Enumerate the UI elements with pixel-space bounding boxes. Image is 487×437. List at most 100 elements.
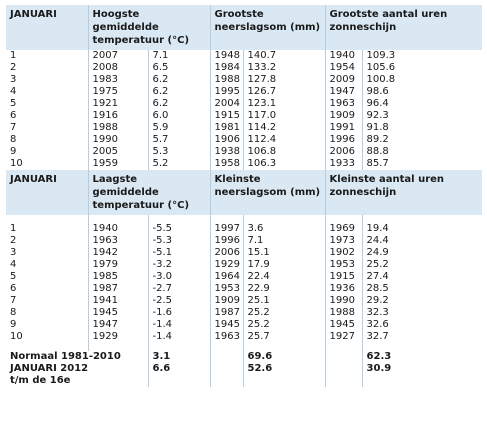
sunshine-year-cell: 2006 [325,146,363,158]
spacer-cell [6,215,89,223]
sunshine-year-cell: 1963 [325,98,363,110]
table-row: 10 1929 -1.4 1963 25.7 1927 32.7 [6,331,482,343]
precipitation-value-cell: 17.9 [243,259,326,271]
sunshine-value-cell: 91.8 [366,122,389,133]
precipitation-value-cell: 25.2 [243,319,326,331]
table-row: 10 1959 5.2 1958 106.3 1933 85.7 [6,158,482,170]
sunshine-value-cell: 89.2 [366,134,389,145]
rank-cell: 5 [6,271,89,283]
temperature-year-cell: 1945 [88,307,149,319]
sunshine-year-cell: 1954 [325,62,363,74]
table-row: 4 1975 6.2 1995 126.7 1947 98.6 [6,86,482,98]
sunshine-year-cell: 1945 [325,319,363,331]
precipitation-year-cell: 2004 [210,98,244,110]
table-row: 5 1921 6.2 2004 123.1 1963 96.4 [6,98,482,110]
precipitation-year-cell: 1963 [210,331,244,343]
precipitation-year-cell: 1997 [210,223,244,235]
sunshine-value-cell: 85.7 [366,158,389,169]
temperature-value-cell: -5.1 [148,247,211,259]
table-row: 6 1916 6.0 1915 117.0 1909 92.3 [6,110,482,122]
sunshine-year-cell: 1953 [325,259,363,271]
precipitation-year-cell: 1909 [210,295,244,307]
sunshine-value-cell: 32.6 [366,319,389,330]
top-header-sunshine: Grootste aantal uren zonneschijn [325,5,483,50]
spacer-cell [88,215,149,223]
precipitation-year-cell: 1915 [210,110,244,122]
sunshine-value-cell: 100.8 [366,74,396,85]
temperature-value-cell: -3.0 [148,271,211,283]
spacer-cell [148,343,211,351]
table-row: 7 1941 -2.5 1909 25.1 1990 29.2 [6,295,482,307]
top-header-row: JANUARI Hoogste gemiddelde temperatuur (… [6,5,483,50]
sunshine-year-cell: 1969 [325,223,363,235]
precipitation-value-cell: 25.7 [243,331,326,343]
normal-label: Normaal 1981-2010 [6,351,149,363]
bottom-header-temperature: Laagste gemiddelde temperatuur (°C) [88,170,211,215]
spacer-row [6,215,482,223]
sunshine-value-cell: 28.5 [366,283,389,294]
january-2012-period-label: t/m de 16e [6,375,149,387]
spacer-cell [243,215,326,223]
spacer-cell [210,215,244,223]
precipitation-value-cell: 123.1 [243,98,326,110]
spacer-cell [148,215,211,223]
spacer-cell [88,343,149,351]
rank-cell: 1 [6,223,89,235]
sunshine-value-cell: 109.3 [366,50,396,61]
temperature-year-cell: 1947 [88,319,149,331]
precipitation-year-cell: 1996 [210,235,244,247]
sunshine-year-cell: 1940 [325,50,363,62]
sunshine-year-cell: 1990 [325,295,363,307]
table-row: 7 1988 5.9 1981 114.2 1991 91.8 [6,122,482,134]
sunshine-year-cell: 1936 [325,283,363,295]
spacer-row [6,343,482,351]
sunshine-value-cell: 24.4 [366,235,389,246]
temperature-year-cell: 1983 [88,74,149,86]
rank-cell: 10 [6,158,89,170]
temperature-year-cell: 1988 [88,122,149,134]
precipitation-year-cell: 1987 [210,307,244,319]
precipitation-value-cell: 114.2 [243,122,326,134]
temperature-year-cell: 1959 [88,158,149,170]
january-2012-subrow: t/m de 16e [6,375,482,387]
precipitation-value-cell: 3.6 [243,223,326,235]
sunshine-value-cell: 19.4 [366,223,389,234]
spacer-cell [210,343,244,351]
spacer-cell [6,343,89,351]
top-header-month: JANUARI [6,5,89,50]
precipitation-year-cell: 1906 [210,134,244,146]
temperature-year-cell: 1929 [88,331,149,343]
bottom-header-sunshine: Kleinste aantal uren zonneschijn [325,170,483,215]
temperature-value-cell: 7.1 [148,50,211,62]
normal-row: Normaal 1981-2010 3.1 69.6 62.3 [6,351,482,363]
temperature-year-cell: 1941 [88,295,149,307]
temperature-year-cell: 1979 [88,259,149,271]
empty-cell [325,363,363,375]
rank-cell: 6 [6,110,89,122]
sunshine-value-cell: 32.7 [366,331,389,342]
precipitation-value-cell: 133.2 [243,62,326,74]
precipitation-value-cell: 140.7 [243,50,326,62]
rank-cell: 7 [6,122,89,134]
precipitation-value-cell: 117.0 [243,110,326,122]
precipitation-value-cell: 15.1 [243,247,326,259]
sunshine-value-cell: 32.3 [366,307,389,318]
normal-temperature: 3.1 [148,351,211,363]
sunshine-year-cell: 1902 [325,247,363,259]
temperature-value-cell: 6.2 [148,86,211,98]
sunshine-year-cell: 1927 [325,331,363,343]
temperature-value-cell: -5.3 [148,235,211,247]
rank-cell: 2 [6,235,89,247]
precipitation-year-cell: 1958 [210,158,244,170]
sunshine-year-cell: 1933 [325,158,363,170]
rank-cell: 5 [6,98,89,110]
precipitation-value-cell: 112.4 [243,134,326,146]
precipitation-value-cell: 25.1 [243,295,326,307]
table-row: 6 1987 -2.7 1953 22.9 1936 28.5 [6,283,482,295]
temperature-year-cell: 1987 [88,283,149,295]
sunshine-value-cell: 92.3 [366,110,389,121]
rank-cell: 10 [6,331,89,343]
precipitation-value-cell: 22.4 [243,271,326,283]
rank-cell: 8 [6,134,89,146]
temperature-year-cell: 1942 [88,247,149,259]
